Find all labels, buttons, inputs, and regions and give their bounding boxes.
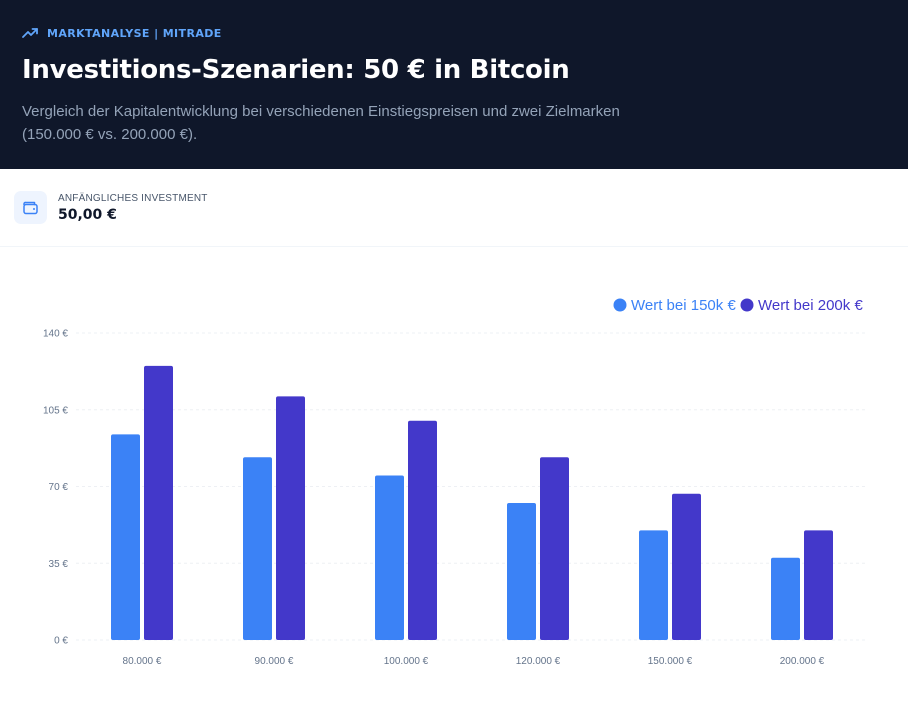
bar-200k <box>672 493 701 640</box>
y-tick-label: 70 € <box>49 482 69 493</box>
bar-200k <box>804 530 833 640</box>
y-tick-label: 0 € <box>54 636 68 647</box>
chart-area: 0 € 35 € 70 € 105 € 140 € 80.000 € 90.000 € 100… <box>0 247 908 701</box>
bar-chart: 0 € 35 € 70 € 105 € 140 € 80.000 € 90.000 € 100… <box>43 297 868 667</box>
page-subtitle: Vergleich der Kapitalentwicklung bei ver… <box>22 103 620 143</box>
eyebrow: MARKTANALYSE | MITRADE <box>22 24 886 42</box>
wallet-icon <box>14 191 47 224</box>
legend-marker-200k <box>740 298 754 312</box>
x-tick-label: 80.000 € <box>123 656 162 667</box>
y-tick-label: 140 € <box>43 329 68 340</box>
x-tick-label: 120.000 € <box>516 656 561 667</box>
bar-150k <box>507 502 536 640</box>
legend-label-200k: Wert bei 200k € <box>758 297 863 314</box>
bar-150k <box>639 530 668 640</box>
bar-200k <box>408 420 437 640</box>
investment-stat: ANFÄNGLICHES INVESTMENT 50,00 € <box>0 169 908 247</box>
y-tick-label: 35 € <box>49 559 69 570</box>
bar-200k <box>144 365 173 640</box>
x-tick-label: 200.000 € <box>780 656 825 667</box>
eyebrow-text: MARKTANALYSE | MITRADE <box>47 26 222 40</box>
x-tick-label: 100.000 € <box>384 656 429 667</box>
bar-150k <box>375 475 404 640</box>
stat-label: ANFÄNGLICHES INVESTMENT <box>58 192 208 204</box>
legend-marker-150k <box>613 298 627 312</box>
x-tick-label: 90.000 € <box>255 656 294 667</box>
page-header: MARKTANALYSE | MITRADE Investitions-Szen… <box>0 0 908 169</box>
bar-200k <box>276 396 305 640</box>
x-tick-label: 150.000 € <box>648 656 693 667</box>
trending-up-icon <box>22 27 39 39</box>
legend-label-150k: Wert bei 150k € <box>631 297 736 314</box>
page-title: Investitions-Szenarien: 50 € in Bitcoin <box>22 55 570 85</box>
bar-150k <box>243 457 272 640</box>
bar-150k <box>771 557 800 640</box>
stat-value: 50,00 € <box>58 206 117 223</box>
bar-200k <box>540 457 569 640</box>
bar-150k <box>111 434 140 640</box>
y-tick-label: 105 € <box>43 405 68 416</box>
